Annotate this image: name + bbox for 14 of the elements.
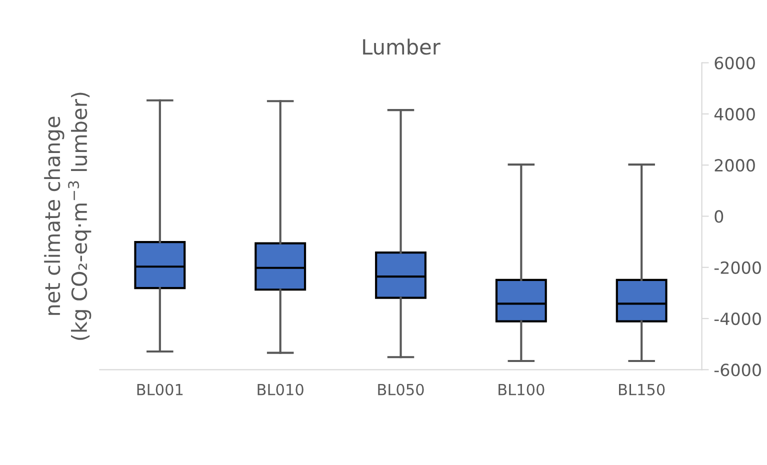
x-tick-label: BL010 <box>258 384 304 396</box>
y-tick-label: -4000 <box>714 312 761 326</box>
x-tick-label: BL150 <box>619 384 665 396</box>
x-tick-label: BL050 <box>378 384 424 396</box>
x-tick-label: BL100 <box>498 384 544 396</box>
x-tick-label: BL001 <box>137 384 183 396</box>
y-tick-label: 6000 <box>714 56 755 70</box>
chart-title: Lumber <box>363 38 440 55</box>
y-axis-title: net climate change (kg CO₂-eq·m$^{−3}$ lumber) <box>44 92 92 340</box>
y-tick-label: -2000 <box>714 261 761 274</box>
y-tick-label: 2000 <box>714 159 755 172</box>
y-tick-label: 0 <box>714 210 724 223</box>
y-tick-label: -6000 <box>714 364 761 376</box>
y-tick-label: 4000 <box>714 108 755 120</box>
